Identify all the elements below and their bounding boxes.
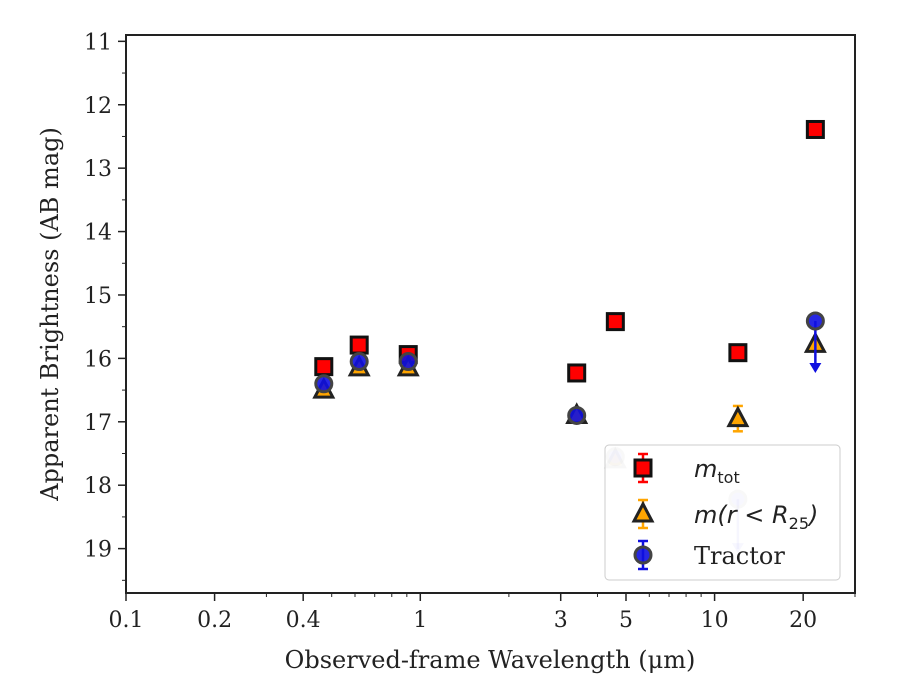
square-marker <box>314 357 334 377</box>
plot-area <box>125 34 856 594</box>
x-tick-label: 0.2 <box>197 608 232 633</box>
legend-marker <box>633 458 653 478</box>
square-marker <box>567 363 587 383</box>
data-point <box>314 374 334 394</box>
data-point <box>605 312 625 332</box>
x-tick-label: 5 <box>619 608 633 633</box>
legend: mtot m(r < R25) Tractor <box>604 444 841 581</box>
legend-label: mtot <box>694 455 740 487</box>
square-marker <box>805 119 825 139</box>
x-tick-label: 3 <box>554 608 568 633</box>
x-tick-label: 20 <box>789 608 817 633</box>
x-tick-label: 0.4 <box>286 608 321 633</box>
data-point <box>567 405 587 425</box>
square-marker <box>349 335 369 355</box>
x-tick-label: 1 <box>413 608 427 633</box>
upper-limit-arrow <box>809 362 822 373</box>
y-tick-label: 16 <box>84 347 112 372</box>
data-point <box>726 405 750 428</box>
legend-marker <box>633 545 653 565</box>
legend-box <box>604 444 841 581</box>
circle-marker <box>314 374 334 394</box>
y-tick-label: 15 <box>84 284 112 309</box>
data-point <box>728 343 748 363</box>
triangle-marker <box>726 405 750 428</box>
circle-marker <box>567 405 587 425</box>
y-tick-label: 11 <box>84 30 112 55</box>
y-tick-label: 17 <box>84 411 112 436</box>
square-marker <box>605 312 625 332</box>
triangle-marker <box>631 500 655 523</box>
y-tick-label: 14 <box>84 221 112 246</box>
y-axis-label: Apparent Brightness (AB mag) <box>36 127 64 502</box>
data-point <box>805 311 825 331</box>
y-tick-label: 13 <box>84 157 112 182</box>
square-marker <box>633 458 653 478</box>
circle-marker <box>398 352 418 372</box>
y-tick-label: 12 <box>84 94 112 119</box>
circle-marker <box>805 311 825 331</box>
x-axis-label: Observed-frame Wavelength (μm) <box>285 646 696 674</box>
data-point <box>398 352 418 372</box>
data-point <box>349 352 369 372</box>
data-point <box>314 357 334 377</box>
square-marker <box>728 343 748 363</box>
x-tick-label: 0.1 <box>109 608 144 633</box>
x-tick-label: 10 <box>701 608 729 633</box>
data-point <box>349 335 369 355</box>
y-tick-label: 19 <box>84 538 112 563</box>
circle-marker <box>349 352 369 372</box>
legend-marker <box>631 500 655 523</box>
data-point <box>805 119 825 139</box>
circle-marker <box>633 545 653 565</box>
legend-label: Tractor <box>694 542 785 570</box>
y-tick-label: 18 <box>84 474 112 499</box>
data-point <box>567 363 587 383</box>
legend-label: m(r < R25) <box>694 501 818 533</box>
